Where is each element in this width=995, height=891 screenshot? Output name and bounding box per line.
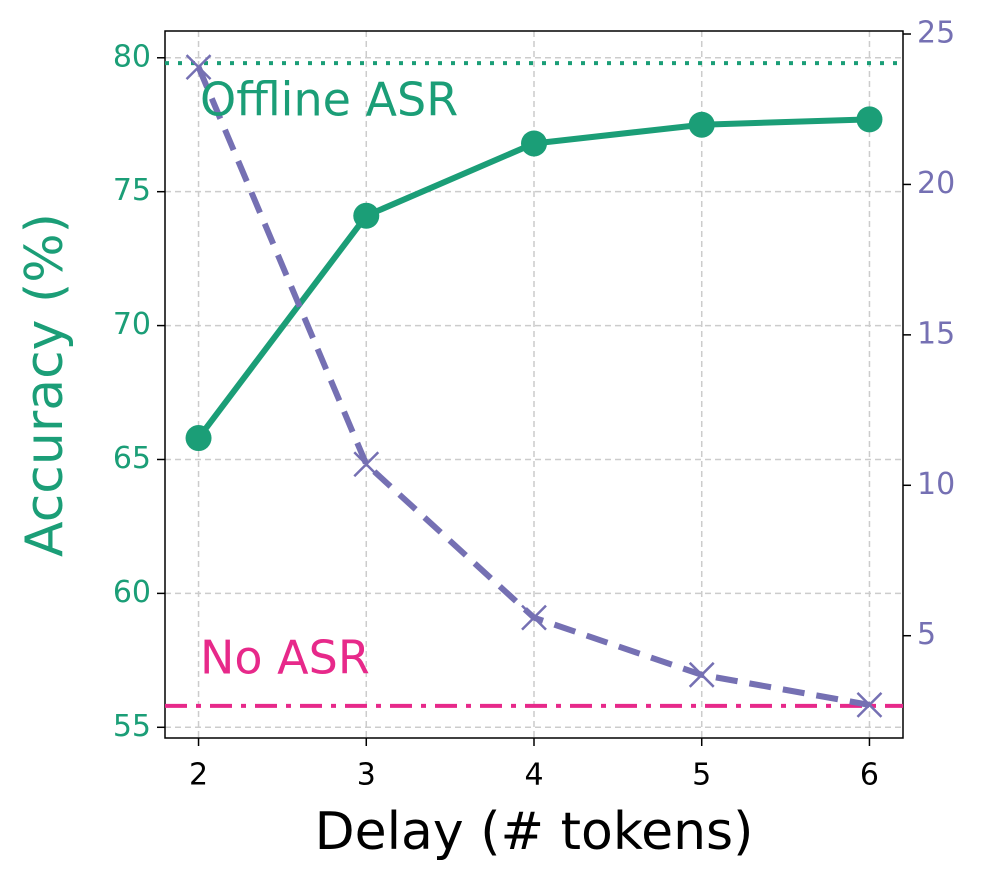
y2-tick-label: 5 <box>917 617 936 652</box>
x-tick-label: 3 <box>357 758 376 793</box>
y2-tick-label: 25 <box>917 16 955 51</box>
series-line <box>196 116 870 440</box>
y-tick-label: 65 <box>113 441 151 476</box>
point <box>353 451 380 478</box>
y-tick-label: 60 <box>113 575 151 610</box>
plot-frame <box>164 30 904 739</box>
y-tick-label: 55 <box>113 709 151 744</box>
annotation: No ASR <box>200 630 370 684</box>
annotation: Offline ASR <box>200 73 458 127</box>
point <box>521 130 547 157</box>
x-tick-label: 6 <box>860 758 879 793</box>
y2-tick-label: 15 <box>917 316 955 351</box>
y2-tick-label: 20 <box>917 166 955 201</box>
x-tick-label: 2 <box>189 758 208 793</box>
point <box>856 106 883 133</box>
point <box>185 425 212 452</box>
point <box>185 54 212 80</box>
point <box>856 692 883 718</box>
point <box>521 604 547 631</box>
point <box>688 661 715 688</box>
x-tick-label: 5 <box>692 758 711 793</box>
y-tick-label: 75 <box>113 173 151 208</box>
x-axis-label: Delay (# tokens) <box>315 802 754 862</box>
x-tick-label: 4 <box>524 758 543 793</box>
y-tick-label: 70 <box>113 307 151 342</box>
y-axis-label: Accuracy (%) <box>15 213 75 557</box>
point <box>688 111 715 138</box>
y2-tick-label: 10 <box>917 467 955 502</box>
point <box>353 202 380 229</box>
y-tick-label: 80 <box>113 39 151 74</box>
